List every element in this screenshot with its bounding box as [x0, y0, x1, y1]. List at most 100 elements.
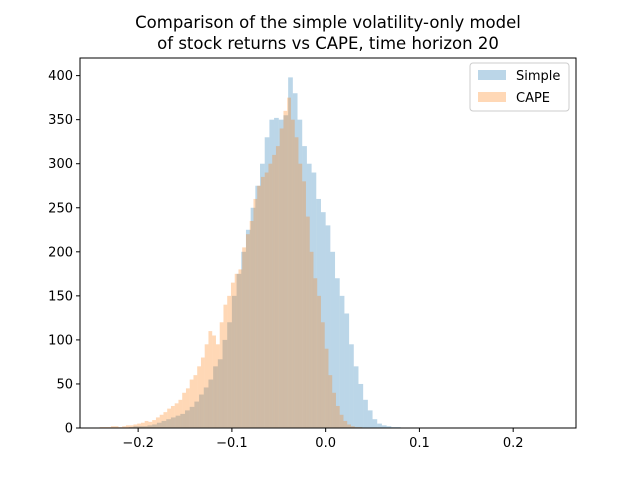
- bar-simple: [335, 278, 340, 428]
- bar-cape: [275, 146, 280, 428]
- bar-cape: [208, 331, 213, 428]
- bar-simple: [325, 225, 331, 428]
- legend-box: [469, 62, 570, 112]
- bar-cape: [335, 405, 340, 428]
- bar-simple: [292, 93, 298, 428]
- x-tick-label: 0.0: [315, 436, 336, 451]
- bar-simple: [349, 344, 354, 428]
- bar-cape: [324, 348, 329, 428]
- x-tick-label: 0.1: [409, 436, 430, 451]
- bar-cape: [339, 414, 344, 428]
- y-tick-label: 350: [48, 113, 73, 128]
- bar-cape: [185, 388, 190, 428]
- x-tick-label: −0.1: [216, 436, 248, 451]
- bar-cape: [264, 172, 269, 428]
- bar-cape: [313, 278, 318, 428]
- y-tick-label: 400: [48, 69, 73, 84]
- bar-cape: [129, 425, 134, 428]
- bar-simple: [306, 163, 312, 428]
- y-tick-label: 150: [48, 289, 73, 304]
- bar-cape: [140, 422, 145, 428]
- bar-cape: [170, 405, 175, 428]
- legend: Simple CAPE: [469, 62, 570, 112]
- bar-simple: [339, 295, 345, 428]
- y-tick-label: 100: [48, 333, 73, 348]
- bar-simple: [367, 410, 373, 428]
- bar-simple: [255, 185, 261, 428]
- bar-cape: [272, 154, 276, 428]
- bar-simple: [156, 422, 162, 428]
- bar-simple: [142, 426, 148, 428]
- bar-cape: [144, 420, 149, 428]
- bar-simple: [147, 425, 153, 428]
- bar-simple: [208, 379, 214, 428]
- bar-cape: [298, 163, 303, 428]
- bar-simple: [222, 339, 228, 428]
- bar-cape: [238, 269, 243, 428]
- bar-simple: [133, 426, 139, 428]
- bar-cape: [268, 163, 273, 428]
- bar-cape: [159, 414, 164, 428]
- bar-simple: [152, 424, 157, 428]
- bar-simple: [372, 419, 378, 428]
- bar-simple: [316, 198, 321, 428]
- plot-frame: [79, 57, 577, 429]
- legend-swatch-cape: [478, 92, 506, 102]
- x-axis: −0.2 −0.1 0.0 0.1 0.2: [122, 428, 524, 451]
- bar-cape: [122, 426, 126, 428]
- bar-cape: [182, 392, 186, 428]
- bar-cape: [125, 425, 130, 428]
- bar-simple: [170, 417, 176, 428]
- bar-simple: [175, 415, 181, 428]
- bar-cape: [110, 426, 115, 428]
- legend-label-simple: Simple: [516, 69, 560, 84]
- bar-cape: [343, 420, 348, 428]
- bar-simple: [166, 419, 171, 428]
- bar-cape: [163, 412, 168, 428]
- bar-simple: [138, 426, 143, 428]
- chart-title-line-1: Comparison of the simple volatility-only…: [135, 13, 521, 32]
- bar-cape: [279, 128, 284, 428]
- bar-simple: [377, 423, 382, 428]
- bar-cape: [204, 344, 209, 428]
- y-tick-label: 0: [65, 422, 73, 437]
- bar-simple: [386, 426, 392, 428]
- bar-simple: [381, 425, 387, 428]
- bar-simple: [363, 399, 368, 428]
- bar-cape: [283, 110, 288, 428]
- bar-cape: [234, 273, 239, 428]
- bar-simple: [278, 119, 284, 429]
- bar-simple: [203, 387, 209, 428]
- bar-cape: [189, 379, 194, 428]
- bar-cape: [227, 295, 231, 428]
- bar-simple: [180, 413, 186, 428]
- bar-simple: [250, 207, 256, 428]
- bar-cape: [320, 322, 325, 428]
- bar-simple: [161, 420, 167, 428]
- bar-cape: [155, 417, 160, 428]
- bar-cape: [249, 220, 254, 428]
- bar-simple: [241, 251, 246, 428]
- bar-cape: [328, 375, 333, 428]
- bar-cape: [133, 424, 138, 428]
- bar-simple: [185, 410, 190, 428]
- bar-simple: [227, 322, 232, 428]
- bar-cape: [290, 119, 295, 429]
- bar-simple: [213, 366, 218, 428]
- bar-cape: [193, 375, 198, 428]
- bar-simple: [297, 119, 303, 429]
- bar-cape: [257, 185, 261, 428]
- bar-cape: [148, 421, 153, 428]
- bar-cape: [174, 403, 179, 428]
- bar-simple: [320, 212, 326, 428]
- y-axis: 0 50 100 150 200 250 300 350 400: [48, 69, 80, 437]
- plot-bars: [99, 77, 401, 429]
- bar-simple: [260, 163, 265, 428]
- bar-cape: [253, 198, 258, 428]
- bar-cape: [137, 423, 141, 428]
- bar-simple: [269, 119, 275, 429]
- bar-cape: [332, 392, 336, 428]
- bar-cape: [197, 366, 201, 428]
- x-tick-label: −0.2: [122, 436, 154, 451]
